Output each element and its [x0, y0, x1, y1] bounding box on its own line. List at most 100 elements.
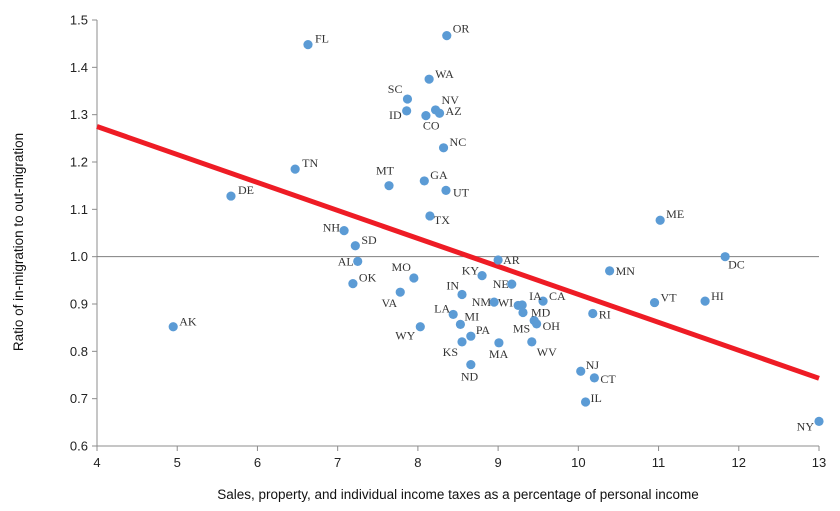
- data-point: [494, 338, 504, 348]
- point-label: MD: [531, 306, 551, 320]
- data-point: [226, 191, 236, 201]
- x-tick-label: 6: [254, 455, 261, 470]
- data-point: [589, 373, 599, 383]
- x-tick-label: 11: [652, 455, 666, 470]
- point-label: KY: [462, 264, 480, 278]
- data-point: [605, 266, 615, 276]
- point-label: AK: [179, 315, 197, 329]
- data-point: [532, 319, 542, 329]
- data-point: [493, 255, 503, 265]
- point-label: MA: [489, 347, 509, 361]
- data-point: [655, 215, 665, 225]
- data-point: [457, 337, 467, 347]
- x-tick-label: 9: [494, 455, 501, 470]
- y-tick-label: 1.3: [70, 107, 88, 122]
- trendline-layer: [96, 124, 820, 381]
- point-label: KS: [443, 345, 458, 359]
- y-tick-label: 1.5: [70, 13, 88, 28]
- data-point: [576, 366, 586, 376]
- data-point: [438, 143, 449, 153]
- point-label: CT: [600, 372, 616, 386]
- point-label: ID: [389, 108, 402, 122]
- x-tick-label: 7: [334, 455, 341, 470]
- data-point: [457, 289, 467, 300]
- point-label: SD: [361, 233, 377, 247]
- point-label: SC: [388, 82, 403, 96]
- y-tick-label: 1.0: [70, 249, 88, 264]
- y-tick-label: 0.6: [70, 439, 88, 454]
- data-point: [290, 164, 300, 174]
- data-point: [415, 322, 425, 332]
- point-label: WI: [498, 295, 513, 309]
- y-tick-label: 1.4: [70, 60, 88, 75]
- point-label: MS: [513, 322, 530, 336]
- point-label: NE: [493, 277, 509, 291]
- data-point: [507, 279, 517, 289]
- y-tick-label: 1.1: [70, 202, 88, 217]
- point-label: UT: [453, 185, 470, 199]
- point-label: MN: [616, 264, 636, 278]
- data-point: [448, 309, 458, 320]
- data-point: [348, 279, 358, 289]
- points-layer: [168, 31, 824, 426]
- data-point: [384, 181, 394, 191]
- data-point: [425, 211, 435, 221]
- point-label: NJ: [586, 358, 600, 372]
- point-label: AR: [503, 253, 520, 267]
- axes-layer: 0.6 0.7 0.8 0.9 1.0 1.1 1.2 1.3 1.4 1.5 4 5 6 7 8 9 10 11…: [70, 13, 826, 471]
- point-label: CO: [423, 119, 440, 133]
- data-point: [421, 111, 431, 121]
- point-label: NM: [472, 295, 492, 309]
- point-label: NY: [797, 419, 815, 433]
- data-point: [303, 40, 313, 50]
- data-point: [518, 307, 528, 318]
- data-point: [538, 296, 548, 306]
- data-point: [339, 226, 349, 236]
- point-label: IA: [529, 289, 542, 303]
- point-label: CA: [549, 289, 566, 303]
- y-axis-title: Ratio of in-migration to out-migration: [11, 133, 26, 351]
- data-point: [489, 297, 499, 307]
- point-label: FL: [315, 32, 329, 46]
- data-point: [402, 106, 412, 116]
- point-label: MO: [392, 260, 412, 274]
- x-tick-label: 13: [812, 455, 826, 470]
- point-label: MI: [464, 309, 479, 323]
- data-point: [409, 273, 419, 283]
- data-point: [419, 176, 429, 186]
- data-point: [477, 271, 487, 281]
- point-label: AL: [338, 254, 354, 268]
- data-point: [720, 252, 730, 262]
- x-tick-label: 10: [571, 455, 585, 470]
- point-label: WA: [435, 67, 454, 81]
- y-tick-label: 0.8: [70, 344, 88, 359]
- x-tick-label: 4: [93, 455, 100, 470]
- data-point: [700, 296, 710, 306]
- point-label: OK: [359, 271, 377, 285]
- x-axis-title: Sales, property, and individual income t…: [217, 487, 699, 502]
- point-label: HI: [711, 289, 724, 303]
- data-point: [442, 31, 452, 41]
- point-label: VT: [661, 291, 678, 305]
- x-tick-label: 12: [732, 455, 746, 470]
- point-label: PA: [476, 323, 491, 337]
- y-tick-label: 0.9: [70, 297, 88, 312]
- point-label: ME: [666, 207, 684, 221]
- point-label: IN: [446, 279, 459, 293]
- data-point: [441, 185, 451, 195]
- y-tick-label: 1.2: [70, 155, 88, 170]
- data-point: [513, 300, 523, 311]
- data-point: [350, 241, 360, 251]
- data-point: [649, 297, 660, 308]
- data-point: [434, 108, 445, 118]
- point-label: TN: [302, 156, 318, 170]
- point-label: WY: [395, 329, 415, 343]
- point-label: WV: [537, 345, 557, 359]
- point-label: DC: [728, 258, 745, 272]
- data-point: [527, 337, 537, 347]
- data-point: [402, 94, 413, 104]
- x-tick-label: 5: [174, 455, 181, 470]
- point-label: RI: [599, 307, 611, 321]
- trendline: [96, 124, 820, 381]
- point-label: OR: [453, 22, 470, 36]
